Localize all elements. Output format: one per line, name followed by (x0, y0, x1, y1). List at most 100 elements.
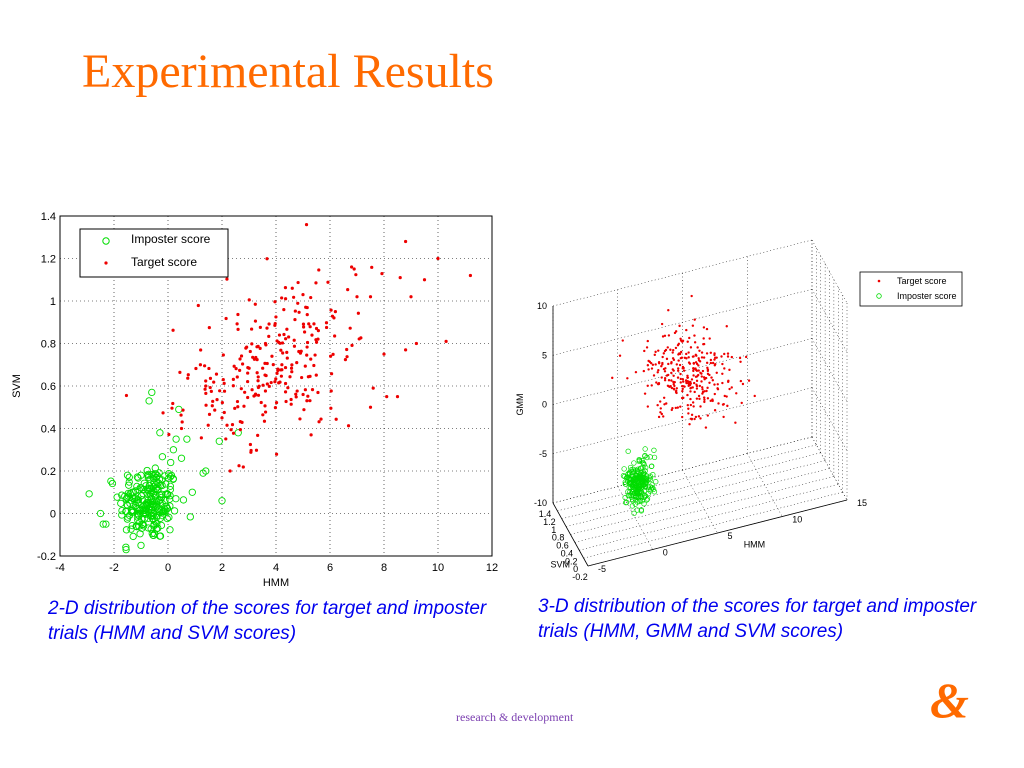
data-point-imposter (641, 501, 647, 507)
data-point-target (284, 399, 288, 404)
data-point-target (721, 372, 724, 375)
data-point-imposter (133, 496, 142, 504)
data-point-target (722, 402, 725, 406)
data-point-target (279, 374, 283, 378)
data-point-target (240, 362, 245, 366)
data-point-target (238, 368, 242, 372)
grid-line (617, 486, 653, 550)
x-tick-label: -4 (55, 562, 65, 574)
data-point-imposter (621, 473, 628, 480)
data-point-target (316, 390, 320, 395)
data-point-imposter (135, 505, 143, 513)
data-point-target (236, 327, 240, 331)
grid-line (552, 289, 813, 356)
data-point-target (700, 372, 703, 375)
data-point-target (279, 348, 283, 352)
data-point-imposter (156, 532, 165, 540)
data-point-target (647, 368, 650, 371)
x-tick-label: 10 (432, 562, 444, 574)
data-point-imposter (215, 437, 223, 445)
data-point-target (253, 302, 257, 306)
data-point-target (669, 348, 672, 351)
data-point-target (714, 356, 717, 359)
data-point-target (686, 340, 689, 343)
grid-line (682, 469, 718, 534)
data-point-target (235, 322, 239, 326)
data-point-target (161, 411, 165, 415)
data-point-target (199, 348, 203, 352)
data-point-target (324, 321, 329, 325)
plot-3d-legend: Target score Imposter score (859, 271, 963, 307)
data-point-target (705, 389, 708, 393)
data-point-target (713, 409, 717, 412)
data-point-imposter (128, 521, 136, 530)
legend-marker-target-2d (104, 261, 108, 265)
data-point-target (693, 390, 696, 394)
data-point-target (692, 381, 696, 385)
data-point-target (706, 372, 710, 376)
data-point-target (692, 369, 695, 373)
data-point-target (409, 295, 413, 299)
data-point-imposter (99, 520, 107, 528)
data-point-target (207, 326, 211, 330)
data-point-target (277, 333, 282, 337)
data-point-target (368, 405, 373, 409)
data-point-imposter (131, 494, 140, 502)
data-point-target (665, 357, 669, 361)
data-point-target (306, 394, 310, 398)
data-point-target (180, 420, 184, 424)
x-tick-label: 8 (381, 562, 387, 574)
data-point-target (204, 391, 208, 395)
data-point-target (686, 403, 690, 407)
data-point-target (309, 433, 313, 437)
data-point-target (198, 363, 202, 367)
data-point-target (694, 353, 698, 357)
data-point-target (186, 376, 190, 380)
data-point-target (422, 278, 427, 282)
data-point-target (739, 360, 742, 364)
data-point-target (697, 394, 701, 398)
data-point-target (687, 351, 690, 354)
data-point-target (252, 357, 256, 361)
y-tick-label: 0.8 (41, 339, 56, 351)
data-point-target (370, 265, 374, 269)
data-point-target (703, 400, 706, 404)
data-point-imposter (123, 471, 132, 479)
data-point-imposter (172, 435, 180, 443)
data-point-target (199, 436, 203, 440)
hmm-tick-label: 0 (663, 548, 668, 558)
data-point-imposter (653, 479, 659, 485)
data-point-imposter (172, 495, 180, 503)
data-point-target (681, 340, 684, 343)
data-point-target (692, 361, 695, 365)
data-point-target (404, 239, 408, 244)
data-point-target (681, 387, 684, 391)
data-point-imposter (631, 510, 637, 516)
plot-2d-points (85, 223, 472, 554)
data-point-target (310, 333, 314, 337)
data-point-target (721, 381, 724, 385)
data-point-target (701, 388, 704, 391)
data-point-target (246, 395, 250, 400)
data-point-imposter (134, 474, 142, 482)
data-point-imposter (122, 507, 131, 515)
data-point-target (657, 369, 660, 372)
data-point-target (246, 366, 250, 370)
data-point-imposter (636, 498, 643, 505)
data-point-target (294, 392, 298, 396)
data-point-target (257, 384, 261, 388)
data-point-target (215, 398, 219, 402)
data-point-target (236, 405, 240, 409)
data-point-target (210, 404, 214, 408)
data-point-target (671, 348, 675, 352)
data-point-target (701, 386, 704, 389)
data-point-target (258, 325, 262, 329)
data-point-target (305, 345, 309, 349)
data-point-target (708, 381, 711, 384)
data-point-imposter (621, 466, 627, 472)
data-point-imposter (622, 479, 628, 485)
data-point-target (698, 349, 701, 352)
data-point-target (661, 355, 664, 359)
x-axis-label-2d: HMM (263, 577, 289, 589)
data-point-target (242, 404, 246, 408)
